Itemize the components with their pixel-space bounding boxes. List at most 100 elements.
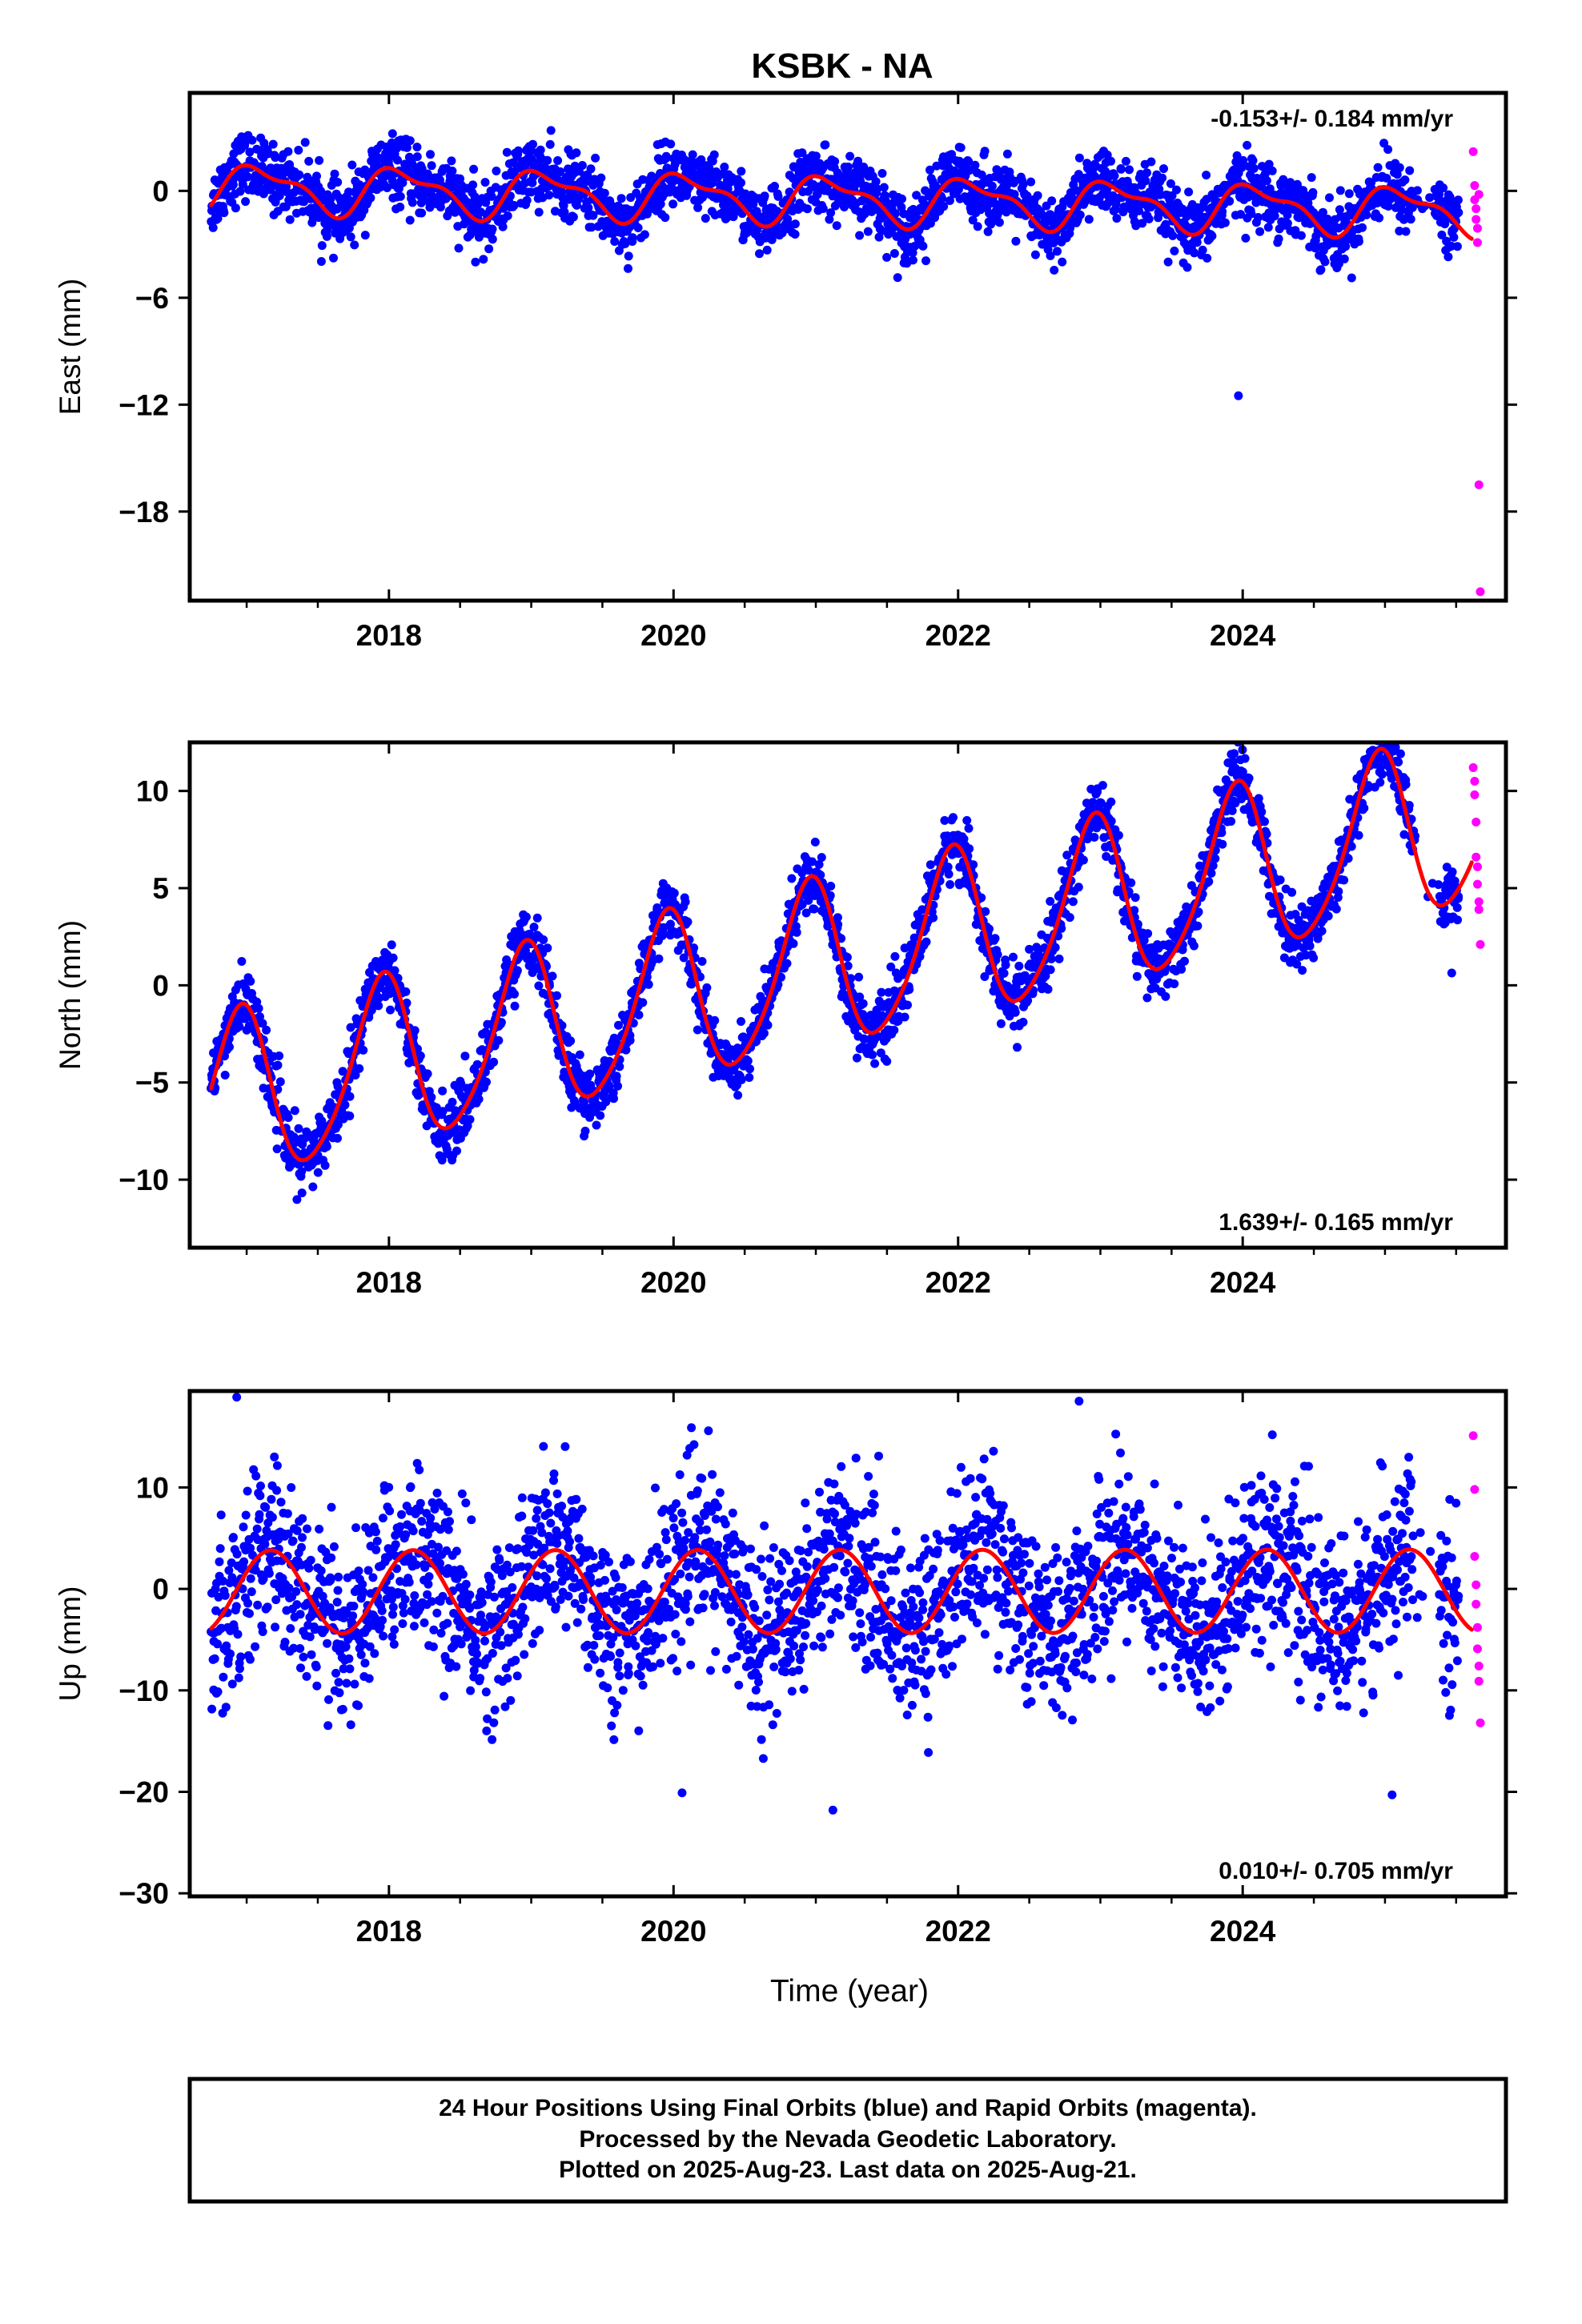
east-final-point — [693, 203, 703, 212]
north-final-point — [1090, 833, 1099, 842]
east-final-point — [760, 191, 769, 201]
north-final-point — [437, 1156, 447, 1165]
east-rapid-point — [1472, 223, 1482, 233]
north-final-point — [614, 1020, 623, 1030]
east-final-point — [417, 208, 427, 218]
east-final-point — [1263, 223, 1273, 232]
east-final-point — [492, 167, 501, 175]
north-final-point — [1260, 817, 1269, 826]
east-rapid-point — [1472, 238, 1482, 247]
north-final-point — [743, 1056, 753, 1066]
north-final-point — [308, 1182, 318, 1192]
y-tick-label: 0 — [152, 175, 169, 207]
north-final-point — [990, 934, 1000, 943]
north-final-point — [596, 1111, 605, 1120]
east-final-point — [1178, 204, 1187, 214]
east-final-point — [737, 178, 745, 187]
east-final-point — [932, 161, 942, 171]
north-final-point — [532, 913, 542, 923]
east-final-point — [1318, 207, 1327, 217]
north-final-point — [621, 1045, 631, 1055]
north-final-point — [521, 912, 531, 922]
north-final-point — [1014, 961, 1024, 971]
east-final-point — [1267, 166, 1277, 175]
north-final-point — [272, 1144, 282, 1154]
east-data-points — [207, 126, 1485, 597]
north-final-point — [345, 1092, 355, 1101]
north-final-point — [1287, 887, 1297, 897]
north-final-point — [1065, 913, 1074, 923]
east-final-point — [709, 150, 719, 159]
east-final-point — [1270, 211, 1279, 221]
north-final-point — [852, 1053, 861, 1063]
north-final-point — [1054, 954, 1064, 963]
east-rapid-point — [1474, 190, 1484, 199]
east-final-point — [1010, 190, 1019, 199]
east-final-point — [921, 256, 930, 266]
figure-title: KSBK - NA — [751, 46, 933, 86]
north-final-point — [386, 1005, 395, 1015]
north-final-point — [1126, 878, 1136, 887]
east-final-point — [544, 191, 554, 200]
east-final-point — [1203, 253, 1212, 263]
north-final-point — [1068, 897, 1078, 907]
east-final-point — [1138, 219, 1147, 228]
east-final-point — [1011, 236, 1021, 246]
north-final-point — [817, 853, 826, 862]
north-final-point — [465, 1115, 475, 1124]
east-final-point — [1248, 156, 1258, 165]
north-final-point — [787, 874, 797, 883]
east-final-point — [1383, 145, 1393, 155]
east-final-point — [315, 155, 324, 165]
east-final-point — [350, 240, 359, 250]
north-final-point — [548, 971, 557, 981]
east-final-point — [1033, 191, 1042, 200]
east-final-point — [456, 174, 464, 183]
east-final-point — [1018, 179, 1028, 189]
east-final-point — [1407, 203, 1417, 212]
east-rapid-point — [1470, 181, 1480, 191]
east-final-point — [1406, 215, 1415, 224]
east-final-point — [1182, 263, 1192, 272]
east-final-point — [543, 155, 552, 165]
east-final-point — [871, 177, 881, 187]
east-final-point — [1341, 242, 1351, 251]
east-final-point — [1146, 157, 1156, 167]
north-final-point — [1098, 781, 1107, 790]
east-final-point — [412, 143, 422, 152]
east-final-point — [826, 208, 836, 218]
east-final-point — [1249, 163, 1259, 173]
east-final-point — [970, 160, 980, 170]
north-final-point — [474, 1095, 484, 1104]
east-final-point — [484, 244, 494, 254]
east-rapid-point — [1468, 147, 1478, 156]
east-final-point — [1066, 223, 1075, 233]
east-final-point — [330, 169, 339, 179]
north-final-point — [448, 1097, 457, 1107]
east-final-point — [1400, 175, 1410, 185]
east-final-point — [294, 146, 303, 155]
north-final-point — [609, 1094, 618, 1104]
east-final-point — [408, 198, 417, 207]
east-final-point — [737, 167, 746, 176]
north-final-point — [1013, 1043, 1022, 1052]
east-final-point — [1184, 187, 1194, 197]
east-final-point — [1158, 173, 1167, 183]
north-final-point — [1106, 797, 1116, 806]
north-final-point — [782, 959, 792, 968]
east-final-point — [268, 139, 278, 149]
north-final-point — [1046, 965, 1055, 975]
x-tick-label: 2018 — [356, 619, 422, 652]
north-final-point — [273, 1084, 283, 1094]
north-final-point — [949, 813, 958, 822]
east-final-point — [1106, 156, 1115, 166]
north-final-point — [697, 957, 707, 966]
east-final-point — [1247, 209, 1256, 219]
east-final-point — [1392, 170, 1402, 179]
north-final-point — [290, 1106, 299, 1116]
north-final-point — [654, 954, 664, 963]
east-final-point — [470, 192, 480, 202]
north-final-point — [842, 952, 852, 962]
east-rapid-point — [1472, 215, 1481, 224]
